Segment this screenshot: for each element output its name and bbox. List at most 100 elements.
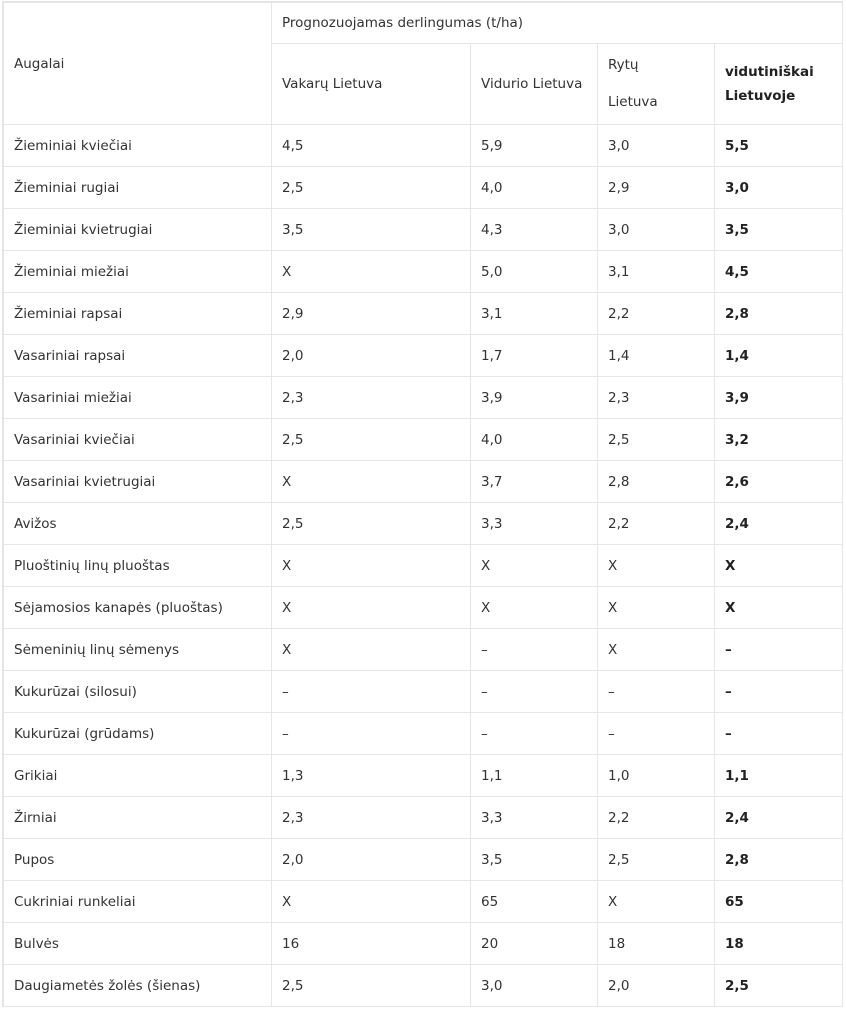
cell-vakaru: 4,5 [271,124,471,167]
table-row: Vasariniai miežiai 2,3 3,9 2,3 3,9 [3,376,844,419]
cell-vidurio: 5,0 [470,250,598,293]
cell-crop: Vasariniai kviečiai [3,418,272,461]
cell-crop: Vasariniai kvietrugiai [3,460,272,503]
table-row: Daugiametės žolės (šienas) 2,5 3,0 2,0 2,5 [3,964,844,1007]
cell-crop: Kukurūzai (silosui) [3,670,272,713]
table-row: Cukriniai runkeliai X 65 X 65 [3,880,844,923]
cell-rytu: 2,2 [597,292,715,335]
cell-rytu: 1,4 [597,334,715,377]
cell-vakaru: 2,3 [271,376,471,419]
cell-vidutiniskai: X [713,586,844,629]
cell-vidutiniskai: 65 [713,880,844,923]
cell-vakaru: X [271,628,471,671]
cell-crop: Sėjamosios kanapės (pluoštas) [3,586,272,629]
cell-rytu: 2,3 [597,376,715,419]
table-row: Pluoštinių linų pluoštas X X X X [3,544,844,587]
table-row: Kukurūzai (grūdams) – – – – [3,712,844,755]
cell-rytu: 2,9 [597,166,715,209]
cell-vidutiniskai: 2,4 [713,796,844,839]
cell-crop: Daugiametės žolės (šienas) [3,964,272,1007]
cell-vidutiniskai: 2,8 [713,292,844,335]
cell-rytu: X [597,544,715,587]
cell-vidurio: 5,9 [470,124,598,167]
cell-vidurio: 1,1 [470,754,598,797]
cell-rytu: 2,8 [597,460,715,503]
cell-vidutiniskai: 4,5 [713,250,844,293]
cell-vidurio: – [470,670,598,713]
cell-rytu: 3,1 [597,250,715,293]
cell-rytu: 3,0 [597,208,715,251]
table-row: Avižos 2,5 3,3 2,2 2,4 [3,502,844,545]
table-row: Vasariniai kvietrugiai X 3,7 2,8 2,6 [3,460,844,503]
cell-vidurio: X [470,586,598,629]
table-row: Grikiai 1,3 1,1 1,0 1,1 [3,754,844,797]
table-row: Žieminiai rapsai 2,9 3,1 2,2 2,8 [3,292,844,335]
yield-table: Augalai Prognozuojamas derlingumas (t/ha… [3,2,844,1007]
cell-vidutiniskai: 1,1 [713,754,844,797]
cell-rytu: 2,2 [597,796,715,839]
cell-rytu: – [597,670,715,713]
cell-vidutiniskai: – [713,628,844,671]
table-row: Kukurūzai (silosui) – – – – [3,670,844,713]
cell-vidutiniskai: 2,6 [713,460,844,503]
cell-crop: Grikiai [3,754,272,797]
cell-vakaru: X [271,586,471,629]
cell-crop: Vasariniai miežiai [3,376,272,419]
cell-vakaru: X [271,460,471,503]
cell-vidurio: 3,0 [470,964,598,1007]
cell-vakaru: 3,5 [271,208,471,251]
cell-vakaru: 2,5 [271,166,471,209]
header-rytu-line2: Lietuva [608,94,658,110]
cell-rytu: 18 [597,922,715,965]
cell-vidurio: 3,9 [470,376,598,419]
cell-crop: Žieminiai rapsai [3,292,272,335]
cell-vidurio: – [470,712,598,755]
header-vidutiniskai: vidutiniškai Lietuvoje [713,43,844,125]
cell-vidutiniskai: 2,8 [713,838,844,881]
cell-vidutiniskai: X [713,544,844,587]
cell-crop: Žieminiai rugiai [3,166,272,209]
cell-crop: Vasariniai rapsai [3,334,272,377]
cell-crop: Pupos [3,838,272,881]
cell-vidutiniskai: 3,2 [713,418,844,461]
cell-rytu: – [597,712,715,755]
table-row: Sėmeninių linų sėmenys X – X – [3,628,844,671]
cell-vidutiniskai: 2,4 [713,502,844,545]
table-row: Vasariniai kviečiai 2,5 4,0 2,5 3,2 [3,418,844,461]
cell-vidutiniskai: 3,0 [713,166,844,209]
cell-vidurio: 4,0 [470,166,598,209]
cell-vakaru: 2,3 [271,796,471,839]
header-vidutiniskai-line2: Lietuvoje [725,88,796,104]
cell-crop: Kukurūzai (grūdams) [3,712,272,755]
cell-rytu: X [597,880,715,923]
header-group-yield: Prognozuojamas derlingumas (t/ha) [270,2,844,44]
table-header: Augalai Prognozuojamas derlingumas (t/ha… [3,2,844,125]
table-row: Vasariniai rapsai 2,0 1,7 1,4 1,4 [3,334,844,377]
cell-vidutiniskai: 18 [713,922,844,965]
cell-vakaru: X [271,250,471,293]
cell-vakaru: 1,3 [271,754,471,797]
cell-vakaru: 16 [271,922,471,965]
cell-vakaru: 2,9 [271,292,471,335]
cell-rytu: 2,0 [597,964,715,1007]
cell-vakaru: – [271,670,471,713]
cell-vakaru: 2,0 [271,838,471,881]
cell-vakaru: X [271,544,471,587]
cell-vidurio: 3,5 [470,838,598,881]
cell-vakaru: 2,0 [271,334,471,377]
header-vakaru: Vakarų Lietuva [271,43,471,125]
table-row: Žirniai 2,3 3,3 2,2 2,4 [3,796,844,839]
header-rytu-line1: Rytų [608,57,639,73]
cell-crop: Sėmeninių linų sėmenys [3,628,272,671]
cell-vakaru: 2,5 [271,964,471,1007]
header-vidurio: Vidurio Lietuva [470,43,598,125]
header-crops: Augalai [3,2,272,125]
cell-rytu: X [597,628,715,671]
cell-vidutiniskai: 5,5 [713,124,844,167]
cell-rytu: 2,5 [597,838,715,881]
cell-crop: Avižos [3,502,272,545]
cell-vidutiniskai: 3,9 [713,376,844,419]
cell-vidurio: 1,7 [470,334,598,377]
header-vidutiniskai-line1: vidutiniškai [725,64,814,80]
